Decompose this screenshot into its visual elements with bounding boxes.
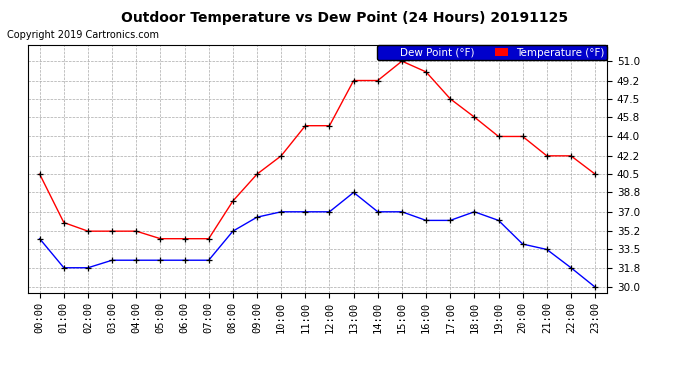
Text: Copyright 2019 Cartronics.com: Copyright 2019 Cartronics.com xyxy=(7,30,159,40)
Text: Outdoor Temperature vs Dew Point (24 Hours) 20191125: Outdoor Temperature vs Dew Point (24 Hou… xyxy=(121,11,569,25)
Legend: Dew Point (°F), Temperature (°F): Dew Point (°F), Temperature (°F) xyxy=(377,45,607,60)
